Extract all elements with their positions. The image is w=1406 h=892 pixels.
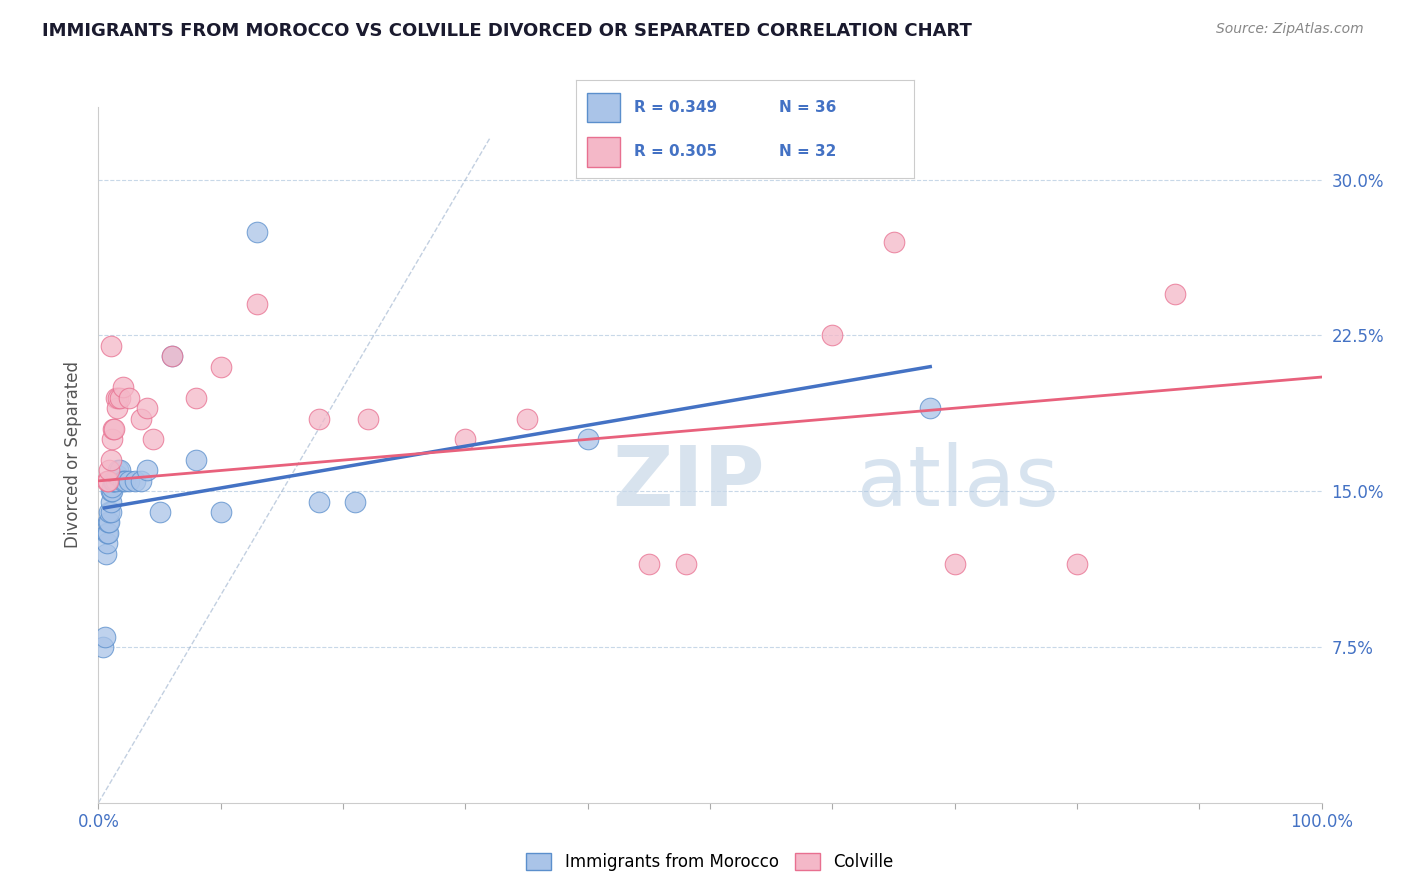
Point bbox=[638, 557, 661, 571]
Point bbox=[100, 484, 122, 499]
Point bbox=[246, 297, 269, 311]
Point bbox=[576, 433, 599, 447]
Point bbox=[94, 547, 117, 561]
Point bbox=[821, 328, 844, 343]
Point bbox=[98, 463, 121, 477]
Point bbox=[98, 505, 121, 519]
Point bbox=[515, 411, 537, 425]
Point bbox=[91, 640, 114, 654]
Point bbox=[101, 484, 124, 499]
Point bbox=[308, 411, 330, 425]
Point bbox=[101, 422, 124, 436]
Point bbox=[100, 453, 122, 467]
Point bbox=[920, 401, 942, 416]
Point bbox=[111, 474, 134, 488]
Point bbox=[136, 463, 159, 477]
Point bbox=[118, 391, 141, 405]
Point bbox=[107, 391, 129, 405]
Point bbox=[124, 474, 146, 488]
Point bbox=[454, 433, 477, 447]
Point bbox=[96, 536, 118, 550]
Text: N = 32: N = 32 bbox=[779, 145, 837, 160]
Point bbox=[101, 480, 124, 494]
Point bbox=[129, 411, 152, 425]
Point bbox=[110, 391, 132, 405]
Point bbox=[246, 225, 269, 239]
Text: atlas: atlas bbox=[856, 442, 1059, 524]
Y-axis label: Divorced or Separated: Divorced or Separated bbox=[65, 361, 83, 549]
Point bbox=[943, 557, 966, 571]
Point bbox=[160, 349, 183, 363]
Point bbox=[186, 391, 208, 405]
Point bbox=[101, 474, 124, 488]
Point bbox=[97, 516, 120, 530]
Point bbox=[883, 235, 905, 249]
Point bbox=[96, 474, 118, 488]
Point bbox=[104, 474, 127, 488]
Point bbox=[93, 630, 115, 644]
FancyBboxPatch shape bbox=[586, 137, 620, 167]
Text: R = 0.305: R = 0.305 bbox=[634, 145, 717, 160]
Point bbox=[97, 525, 120, 540]
Point bbox=[105, 467, 128, 482]
Point bbox=[107, 463, 129, 477]
Text: Source: ZipAtlas.com: Source: ZipAtlas.com bbox=[1216, 22, 1364, 37]
FancyBboxPatch shape bbox=[586, 93, 620, 122]
Point bbox=[344, 494, 367, 508]
Point bbox=[129, 474, 152, 488]
Point bbox=[149, 505, 172, 519]
Point bbox=[186, 453, 208, 467]
Point bbox=[105, 401, 128, 416]
Point bbox=[104, 391, 127, 405]
Point bbox=[356, 411, 378, 425]
Point bbox=[160, 349, 183, 363]
Point bbox=[103, 422, 125, 436]
Text: ZIP: ZIP bbox=[612, 442, 765, 524]
Point bbox=[100, 505, 122, 519]
Point bbox=[100, 494, 122, 508]
Point bbox=[110, 463, 132, 477]
Point bbox=[209, 359, 232, 374]
Point bbox=[308, 494, 330, 508]
Legend: Immigrants from Morocco, Colville: Immigrants from Morocco, Colville bbox=[520, 847, 900, 878]
Text: IMMIGRANTS FROM MOROCCO VS COLVILLE DIVORCED OR SEPARATED CORRELATION CHART: IMMIGRANTS FROM MOROCCO VS COLVILLE DIVO… bbox=[42, 22, 972, 40]
Point bbox=[101, 433, 124, 447]
Point bbox=[111, 380, 134, 394]
Point bbox=[209, 505, 232, 519]
Point bbox=[675, 557, 697, 571]
Point bbox=[1066, 557, 1088, 571]
Point bbox=[1164, 287, 1187, 301]
Text: N = 36: N = 36 bbox=[779, 100, 837, 115]
Text: R = 0.349: R = 0.349 bbox=[634, 100, 717, 115]
Point bbox=[100, 339, 122, 353]
Point bbox=[97, 474, 120, 488]
Point bbox=[96, 525, 118, 540]
Point bbox=[101, 474, 124, 488]
Point bbox=[114, 474, 136, 488]
Point bbox=[103, 474, 125, 488]
Point bbox=[118, 474, 141, 488]
Point bbox=[136, 401, 159, 416]
Point bbox=[98, 516, 121, 530]
Point bbox=[142, 433, 165, 447]
